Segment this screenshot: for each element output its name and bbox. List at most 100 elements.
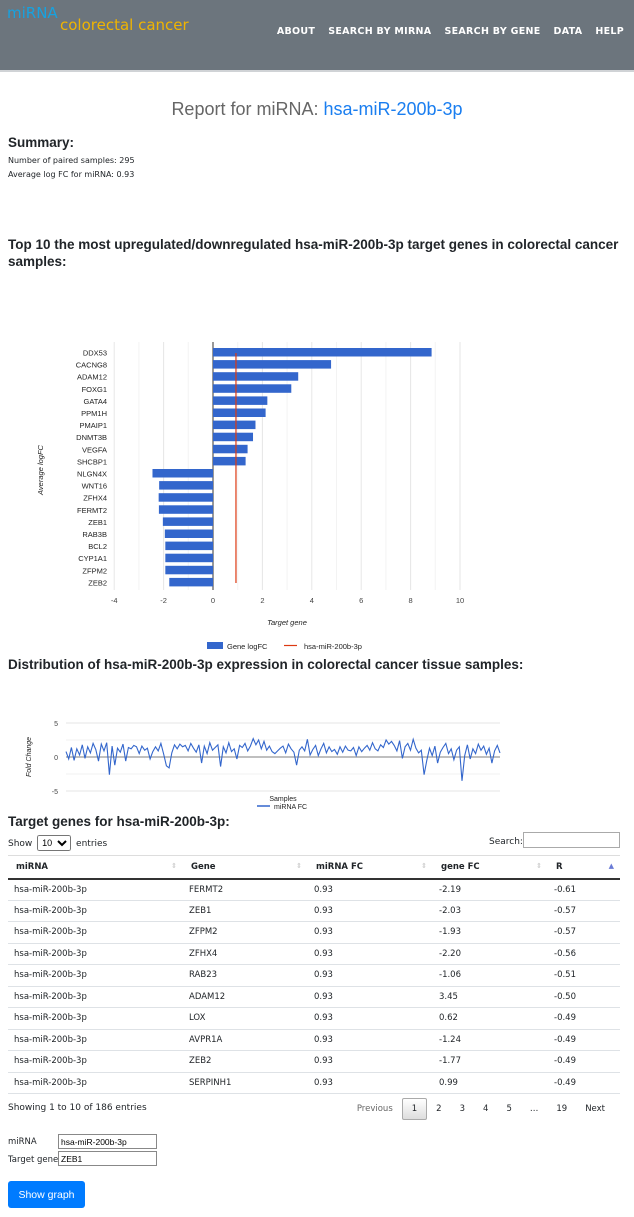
- category-label: ADAM12: [77, 373, 107, 382]
- column-header-r[interactable]: R ▲: [548, 855, 620, 880]
- y-axis-title: Fold Change: [26, 737, 33, 777]
- target-gene-input[interactable]: [58, 1151, 157, 1166]
- table-cell: 0.93: [308, 943, 433, 965]
- page-button[interactable]: 1: [401, 1098, 428, 1120]
- page-button[interactable]: 2: [436, 1104, 442, 1114]
- table-cell: hsa-miR-200b-3p: [8, 1007, 183, 1030]
- table-row[interactable]: hsa-miR-200b-3p SERPINH1 0.93 0.99 -0.49: [8, 1072, 620, 1094]
- table-cell: 0.62: [433, 1007, 548, 1030]
- table-cell: -0.49: [548, 1072, 620, 1094]
- table-row[interactable]: hsa-miR-200b-3p ZFPM2 0.93 -1.93 -0.57: [8, 921, 620, 944]
- sort-icon: ⇕: [421, 861, 427, 870]
- table-cell: 0.93: [308, 1050, 433, 1073]
- mirna-input[interactable]: [58, 1134, 157, 1149]
- nav-search-by-gene[interactable]: SEARCH BY GENE: [444, 26, 541, 37]
- bar-rab3b: [164, 529, 213, 538]
- table-cell: 0.93: [308, 1007, 433, 1030]
- x-tick-label: 8: [409, 596, 413, 605]
- table-cell: -2.03: [433, 900, 548, 922]
- category-label: BCL2: [88, 542, 107, 551]
- search-input[interactable]: [523, 832, 620, 848]
- entries-select[interactable]: 10: [37, 835, 72, 851]
- column-header-mirna[interactable]: miRNA ⇕: [8, 855, 183, 880]
- bar-vegfa: [213, 444, 248, 454]
- category-label: ZFHX4: [83, 494, 107, 503]
- table-cell: -0.49: [548, 1007, 620, 1030]
- category-label: FOXG1: [82, 385, 107, 394]
- page-button: …: [529, 1104, 539, 1114]
- table-cell: 0.93: [308, 1072, 433, 1094]
- table-cell: -1.06: [433, 964, 548, 987]
- top-navbar: miRNA colorectal cancer ABOUT SEARCH BY …: [0, 0, 634, 72]
- table-cell: 0.93: [308, 878, 433, 901]
- sort-icon: ⇕: [296, 861, 302, 870]
- bar-fermt2: [158, 505, 213, 514]
- table-row[interactable]: hsa-miR-200b-3p ZEB2 0.93 -1.77 -0.49: [8, 1050, 620, 1073]
- table-cell: hsa-miR-200b-3p: [8, 986, 183, 1008]
- table-cell: -0.49: [548, 1029, 620, 1051]
- table-cell: -0.51: [548, 964, 620, 987]
- table-cell: ZEB1: [183, 900, 308, 922]
- table-row[interactable]: hsa-miR-200b-3p FERMT2 0.93 -2.19 -0.61: [8, 878, 620, 901]
- category-label: PPM1H: [81, 409, 107, 418]
- nav-help[interactable]: HELP: [595, 26, 624, 37]
- table-cell: 0.93: [308, 986, 433, 1008]
- table-cell: -1.24: [433, 1029, 548, 1051]
- sort-icon: ⇕: [536, 861, 542, 870]
- nav-about[interactable]: ABOUT: [276, 26, 316, 37]
- x-tick-label: 2: [260, 596, 264, 605]
- page-button[interactable]: 19: [556, 1104, 568, 1114]
- category-label: CYP1A1: [78, 554, 107, 563]
- table-cell: -1.93: [433, 921, 548, 944]
- next-button[interactable]: Next: [585, 1104, 605, 1114]
- table-cell: ZFPM2: [183, 921, 308, 944]
- table-cell: -0.49: [548, 1050, 620, 1073]
- bar-ddx53: [213, 348, 432, 357]
- column-header-gene-fc[interactable]: gene FC ⇕: [433, 855, 548, 880]
- table-cell: -0.57: [548, 900, 620, 922]
- table-row[interactable]: hsa-miR-200b-3p ZEB1 0.93 -2.03 -0.57: [8, 900, 620, 922]
- search-label: Search:: [489, 837, 523, 847]
- title-mirna: hsa-miR-200b-3p: [323, 99, 463, 119]
- table-row[interactable]: hsa-miR-200b-3p ZFHX4 0.93 -2.20 -0.56: [8, 943, 620, 965]
- column-label: Gene: [191, 861, 216, 872]
- category-label: RAB3B: [82, 530, 107, 539]
- pagination: Previous 1 2 3 4 5 … 19 Next: [348, 1098, 614, 1120]
- bar-zfhx4: [158, 493, 213, 502]
- show-graph-button[interactable]: Show graph: [8, 1181, 85, 1208]
- column-header-gene[interactable]: Gene ⇕: [183, 855, 308, 880]
- show-label: Show: [8, 839, 33, 849]
- legend-label-mirna: hsa-miR-200b-3p: [304, 642, 362, 651]
- column-label: gene FC: [441, 861, 480, 872]
- column-header-mirna-fc[interactable]: miRNA FC ⇕: [308, 855, 433, 880]
- table-cell: -0.61: [548, 878, 620, 901]
- page-button[interactable]: 4: [483, 1104, 489, 1114]
- table-row[interactable]: hsa-miR-200b-3p ADAM12 0.93 3.45 -0.50: [8, 986, 620, 1008]
- target-gene-label: Target gene: [8, 1155, 59, 1165]
- page-button[interactable]: 5: [506, 1104, 512, 1114]
- table-row[interactable]: hsa-miR-200b-3p LOX 0.93 0.62 -0.49: [8, 1007, 620, 1030]
- previous-button[interactable]: Previous: [356, 1104, 393, 1114]
- logo-mirna[interactable]: miRNA: [7, 4, 58, 22]
- title-prefix: Report for miRNA:: [171, 99, 324, 119]
- bar-pmaip1: [213, 420, 256, 430]
- table-heading: Target genes for hsa-miR-200b-3p:: [8, 814, 230, 829]
- nav-search-by-mirna[interactable]: SEARCH BY MIRNA: [328, 26, 432, 37]
- category-label: DNMT3B: [76, 433, 107, 442]
- category-label: ZEB2: [88, 578, 107, 587]
- table-row[interactable]: hsa-miR-200b-3p RAB23 0.93 -1.06 -0.51: [8, 964, 620, 987]
- bar-nlgn4x: [152, 469, 213, 478]
- nav-data[interactable]: DATA: [553, 26, 583, 37]
- logo-subtitle[interactable]: colorectal cancer: [60, 16, 189, 34]
- legend-label: miRNA FC: [274, 804, 307, 811]
- table-cell: hsa-miR-200b-3p: [8, 943, 183, 965]
- category-label: NLGN4X: [77, 470, 107, 479]
- bar-bcl2: [165, 541, 213, 551]
- page-button[interactable]: 3: [459, 1104, 466, 1114]
- table-cell: hsa-miR-200b-3p: [8, 1072, 183, 1094]
- table-row[interactable]: hsa-miR-200b-3p AVPR1A 0.93 -1.24 -0.49: [8, 1029, 620, 1051]
- bar-foxg1: [213, 384, 292, 393]
- y-tick-label: -5: [52, 789, 58, 796]
- column-label: R: [556, 861, 563, 872]
- table-cell: LOX: [183, 1007, 308, 1030]
